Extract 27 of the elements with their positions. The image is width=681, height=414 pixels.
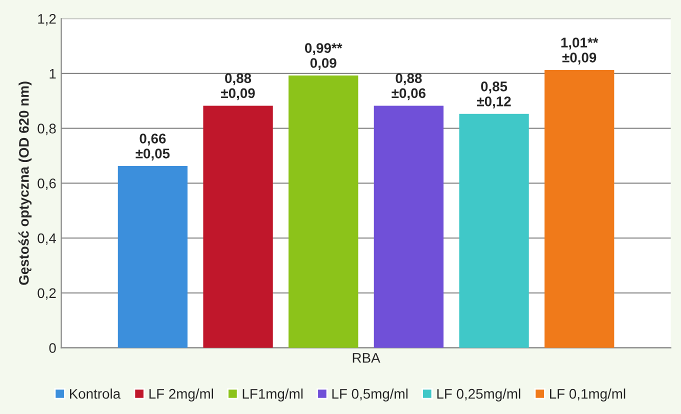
legend-label: LF 0,25mg/ml (437, 388, 520, 402)
bar (374, 106, 444, 348)
legend-label: LF 0,1mg/ml (550, 388, 626, 402)
x-tick-label: RBA (352, 353, 380, 363)
bar (118, 166, 188, 348)
bar (544, 70, 614, 348)
legend-label: LF1mg/ml (242, 388, 303, 402)
data-label: 0,88 ±0,09 (221, 73, 255, 100)
y-tick-label: 0,6 (38, 178, 56, 190)
y-tick-label: 0,8 (38, 124, 56, 136)
bar (288, 76, 358, 348)
data-label: 0,66 ±0,05 (136, 134, 170, 160)
data-label: 0,88 ±0,06 (392, 73, 426, 100)
bar (203, 106, 273, 348)
y-tick-label: 0 (49, 343, 56, 353)
y-axis-title: Gęstość optyczna (OD 620 nm) (18, 82, 32, 285)
y-tick-label: 1 (50, 68, 56, 79)
y-tick-label: 1,2 (38, 14, 56, 26)
data-label: 0,85 ±0,12 (477, 82, 511, 108)
legend-label: LF 2mg/ml (149, 388, 214, 402)
bar (459, 114, 529, 348)
data-label: 0,99** 0,09 (305, 43, 342, 70)
y-tick-label: 0,2 (38, 288, 56, 300)
legend-label: Kontrola (70, 388, 121, 399)
y-tick-label: 0,4 (38, 233, 56, 245)
legend-label: LF 0,5mg/ml (332, 388, 408, 402)
data-label: 1,01** ±0,09 (561, 38, 598, 64)
